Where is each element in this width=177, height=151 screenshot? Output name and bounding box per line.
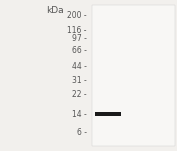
Bar xyxy=(92,5,175,146)
Text: 31 -: 31 - xyxy=(72,76,87,85)
Text: 66 -: 66 - xyxy=(72,46,87,55)
Text: 44 -: 44 - xyxy=(72,62,87,71)
Text: 200 -: 200 - xyxy=(67,11,87,20)
Text: 14 -: 14 - xyxy=(72,109,87,119)
Text: 97 -: 97 - xyxy=(72,34,87,43)
Text: kDa: kDa xyxy=(46,6,64,15)
Text: 116 -: 116 - xyxy=(67,26,87,35)
Bar xyxy=(95,112,121,116)
Text: 6 -: 6 - xyxy=(77,128,87,137)
Text: 22 -: 22 - xyxy=(72,90,87,99)
